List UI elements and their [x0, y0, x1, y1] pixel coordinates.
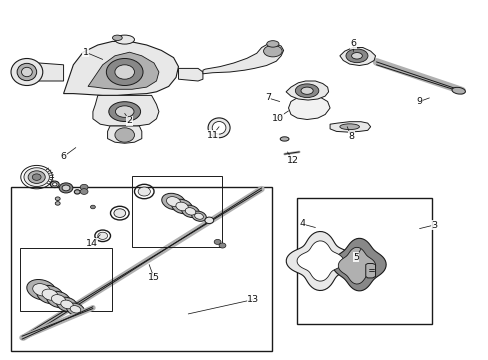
Polygon shape	[93, 95, 159, 126]
Polygon shape	[203, 44, 283, 74]
Text: 5: 5	[352, 253, 358, 262]
Polygon shape	[338, 247, 375, 284]
Bar	[132, 176, 222, 247]
Ellipse shape	[53, 183, 57, 186]
Ellipse shape	[185, 208, 195, 215]
Ellipse shape	[115, 65, 134, 79]
Ellipse shape	[208, 118, 229, 138]
Ellipse shape	[37, 285, 63, 304]
Ellipse shape	[90, 205, 95, 209]
Ellipse shape	[138, 187, 150, 196]
Polygon shape	[297, 241, 343, 281]
Ellipse shape	[351, 53, 362, 59]
Text: 13: 13	[247, 295, 259, 304]
Ellipse shape	[346, 49, 367, 63]
Polygon shape	[88, 52, 159, 89]
Ellipse shape	[176, 202, 188, 211]
Ellipse shape	[263, 45, 282, 57]
Polygon shape	[285, 81, 328, 100]
Ellipse shape	[191, 211, 206, 221]
Ellipse shape	[21, 67, 32, 77]
Bar	[11, 187, 272, 351]
Text: 9: 9	[416, 97, 422, 106]
Ellipse shape	[62, 185, 70, 191]
Ellipse shape	[114, 209, 125, 217]
Ellipse shape	[80, 189, 88, 194]
Ellipse shape	[115, 128, 134, 142]
Ellipse shape	[162, 193, 185, 210]
Text: 15: 15	[148, 274, 160, 282]
Ellipse shape	[295, 84, 318, 98]
Ellipse shape	[27, 279, 56, 300]
Ellipse shape	[115, 106, 134, 117]
Ellipse shape	[55, 197, 60, 201]
Ellipse shape	[115, 35, 134, 44]
Ellipse shape	[61, 300, 73, 309]
Ellipse shape	[33, 284, 50, 296]
Ellipse shape	[451, 87, 465, 94]
Ellipse shape	[70, 306, 81, 313]
Ellipse shape	[280, 137, 288, 141]
Ellipse shape	[51, 294, 65, 305]
Ellipse shape	[204, 217, 213, 224]
Ellipse shape	[32, 174, 41, 180]
Ellipse shape	[301, 87, 313, 94]
Ellipse shape	[171, 199, 192, 214]
Ellipse shape	[106, 59, 143, 86]
Ellipse shape	[266, 41, 279, 47]
Ellipse shape	[108, 102, 141, 122]
Ellipse shape	[166, 197, 181, 207]
Text: 14: 14	[86, 239, 98, 248]
Text: 3: 3	[430, 220, 436, 230]
Ellipse shape	[55, 202, 60, 205]
Ellipse shape	[59, 183, 73, 193]
Polygon shape	[332, 238, 386, 291]
Polygon shape	[288, 95, 329, 120]
Ellipse shape	[74, 190, 80, 194]
Text: 1: 1	[82, 48, 88, 57]
Ellipse shape	[57, 297, 77, 312]
Bar	[297, 198, 431, 324]
Bar	[20, 248, 112, 311]
Ellipse shape	[98, 232, 107, 239]
Ellipse shape	[194, 213, 203, 219]
Text: 6: 6	[61, 152, 66, 161]
Ellipse shape	[17, 63, 37, 81]
Polygon shape	[178, 68, 203, 81]
Ellipse shape	[11, 59, 43, 86]
Text: 12: 12	[286, 156, 298, 165]
Ellipse shape	[212, 122, 225, 134]
Text: 8: 8	[347, 132, 353, 141]
Ellipse shape	[66, 303, 84, 315]
Text: 11: 11	[206, 131, 218, 140]
Polygon shape	[365, 264, 375, 278]
Text: 10: 10	[271, 114, 283, 122]
Polygon shape	[329, 122, 370, 132]
Text: 4: 4	[299, 220, 305, 229]
Ellipse shape	[50, 181, 59, 188]
Ellipse shape	[24, 168, 49, 186]
Ellipse shape	[214, 239, 221, 244]
Ellipse shape	[42, 289, 58, 300]
Ellipse shape	[80, 184, 88, 190]
Polygon shape	[63, 41, 178, 95]
Text: 2: 2	[126, 116, 132, 125]
Ellipse shape	[28, 171, 45, 184]
Ellipse shape	[339, 124, 359, 130]
Polygon shape	[285, 231, 354, 291]
Text: 6: 6	[349, 40, 355, 49]
Ellipse shape	[182, 205, 199, 217]
Polygon shape	[27, 63, 63, 81]
Ellipse shape	[47, 291, 70, 308]
Ellipse shape	[112, 35, 122, 41]
Text: 7: 7	[264, 94, 270, 103]
Polygon shape	[107, 126, 142, 143]
Polygon shape	[339, 48, 375, 66]
Ellipse shape	[219, 243, 225, 248]
